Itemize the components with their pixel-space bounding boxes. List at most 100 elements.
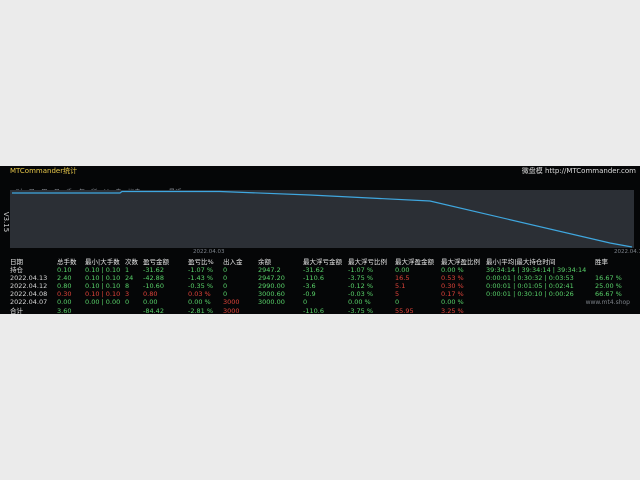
table-cell: -31.62	[303, 266, 324, 274]
table-cell: 2022.04.07	[10, 298, 48, 306]
stats-panel: MTCommander统计 微盘模 http://MTCommander.com…	[0, 166, 640, 314]
column-header: 日期	[10, 258, 23, 266]
table-cell: 0	[223, 274, 228, 282]
table-cell: 0:00:01 | 0:01:05 | 0:02:41	[486, 282, 574, 290]
table-cell: 1	[125, 266, 130, 274]
table-cell: 0.10 | 0.10	[85, 266, 121, 274]
table-cell: 16.67 %	[595, 274, 622, 282]
table-cell: 5	[395, 290, 400, 298]
total-cell: 3000	[223, 307, 240, 314]
table-cell: 0.00 %	[441, 298, 464, 306]
column-header: 最小|平均|最大持仓时间	[486, 258, 556, 266]
table-cell: 39:34:14 | 39:34:14 | 39:34:14	[486, 266, 587, 274]
table-cell: -10.60	[143, 282, 164, 290]
table-cell: 0.17 %	[441, 290, 464, 298]
table-cell: -42.88	[143, 274, 164, 282]
table-cell: 25.00 %	[595, 282, 622, 290]
site-link[interactable]: 微盘模 http://MTCommander.com	[521, 167, 636, 175]
table-cell: -1.43 %	[188, 274, 214, 282]
toolbar: 时日周月季年所M自帐户最近	[16, 179, 188, 196]
table-cell: 0.00 %	[441, 266, 464, 274]
table-cell: 3000	[223, 298, 240, 306]
chart-svg	[12, 190, 633, 248]
table-cell: 0.30	[57, 290, 72, 298]
table-cell: 0.80	[57, 282, 72, 290]
table-cell: 0	[125, 298, 130, 306]
total-cell: -110.6	[303, 307, 324, 314]
table-cell: 3000.60	[258, 290, 285, 298]
table-cell: 0.10 | 0.10	[85, 290, 121, 298]
table-cell: 0.00 %	[188, 298, 211, 306]
app-title: MTCommander统计	[10, 167, 78, 175]
table-cell: 0	[223, 290, 228, 298]
column-header: 最大浮盈金额	[395, 258, 434, 266]
column-header: 盈亏金额	[143, 258, 169, 266]
total-cell: 3.60	[57, 307, 72, 314]
column-header: 最大浮盈比例	[441, 258, 480, 266]
table-cell: -31.62	[143, 266, 164, 274]
column-header: 最大浮亏比例	[348, 258, 387, 266]
table-cell: 0	[303, 298, 308, 306]
table-cell: -3.6	[303, 282, 316, 290]
table-cell: -1.07 %	[188, 266, 214, 274]
total-cell: -84.42	[143, 307, 164, 314]
column-header: 余额	[258, 258, 271, 266]
column-header: 次数	[125, 258, 138, 266]
table-cell: 0.53 %	[441, 274, 464, 282]
version: V3.15	[2, 211, 11, 233]
table-cell: -0.03 %	[348, 290, 374, 298]
x-label: 2022.04.03	[193, 249, 225, 255]
column-header: 胜率	[595, 258, 608, 266]
table-cell: 0.00	[395, 266, 410, 274]
table-cell: 2022.04.12	[10, 282, 48, 290]
table-cell: 0	[223, 266, 228, 274]
table-cell: 0.00 | 0.00	[85, 298, 121, 306]
table-cell: -1.07 %	[348, 266, 374, 274]
column-header: 出入金	[223, 258, 243, 266]
watermark: www.mt4.shop	[585, 299, 630, 306]
table-cell: 2.40	[57, 274, 72, 282]
table-cell: 0:00:01 | 0:30:32 | 0:03:53	[486, 274, 574, 282]
table-cell: 持仓	[10, 266, 23, 274]
table-cell: 0.10 | 0.10	[85, 282, 121, 290]
column-header: 最小|大手数	[85, 258, 120, 266]
table-cell: 2990.00	[258, 282, 285, 290]
column-header: 最大浮亏金额	[303, 258, 342, 266]
table-cell: 0.30 %	[441, 282, 464, 290]
table-cell: 0.10 | 0.10	[85, 274, 121, 282]
table-cell: 0	[395, 298, 400, 306]
table-cell: -0.9	[303, 290, 316, 298]
table-cell: 0	[223, 282, 228, 290]
table-cell: 0.00	[57, 298, 72, 306]
table-cell: 0.00 %	[348, 298, 371, 306]
balance-chart	[10, 190, 634, 248]
table-cell: -0.35 %	[188, 282, 214, 290]
x-label: 2022.04.1	[614, 249, 640, 255]
table-cell: 2947.20	[258, 274, 285, 282]
total-cell: 合计	[10, 307, 23, 314]
table-cell: 0.03 %	[188, 290, 211, 298]
table-cell: 66.67 %	[595, 290, 622, 298]
table-cell: -3.75 %	[348, 274, 374, 282]
table-cell: 5.1	[395, 282, 406, 290]
table-cell: 2947.2	[258, 266, 281, 274]
table-cell: 0.80	[143, 290, 158, 298]
table-cell: -110.6	[303, 274, 324, 282]
table-cell: 0:00:01 | 0:30:10 | 0:00:26	[486, 290, 574, 298]
table-cell: -0.12 %	[348, 282, 374, 290]
column-header: 盈亏比%	[188, 258, 214, 266]
table-cell: 3	[125, 290, 130, 298]
total-cell: 55.95	[395, 307, 414, 314]
total-cell: -2.81 %	[188, 307, 214, 314]
table-cell: 2022.04.13	[10, 274, 48, 282]
table-cell: 0.10	[57, 266, 72, 274]
table-cell: 0.00	[143, 298, 158, 306]
table-cell: 24	[125, 274, 134, 282]
total-cell: 3.25 %	[441, 307, 464, 314]
table-cell: 2022.04.08	[10, 290, 48, 298]
total-cell: -3.75 %	[348, 307, 374, 314]
table-cell: 16.5	[395, 274, 410, 282]
column-header: 总手数	[57, 258, 77, 266]
table-cell: 8	[125, 282, 130, 290]
